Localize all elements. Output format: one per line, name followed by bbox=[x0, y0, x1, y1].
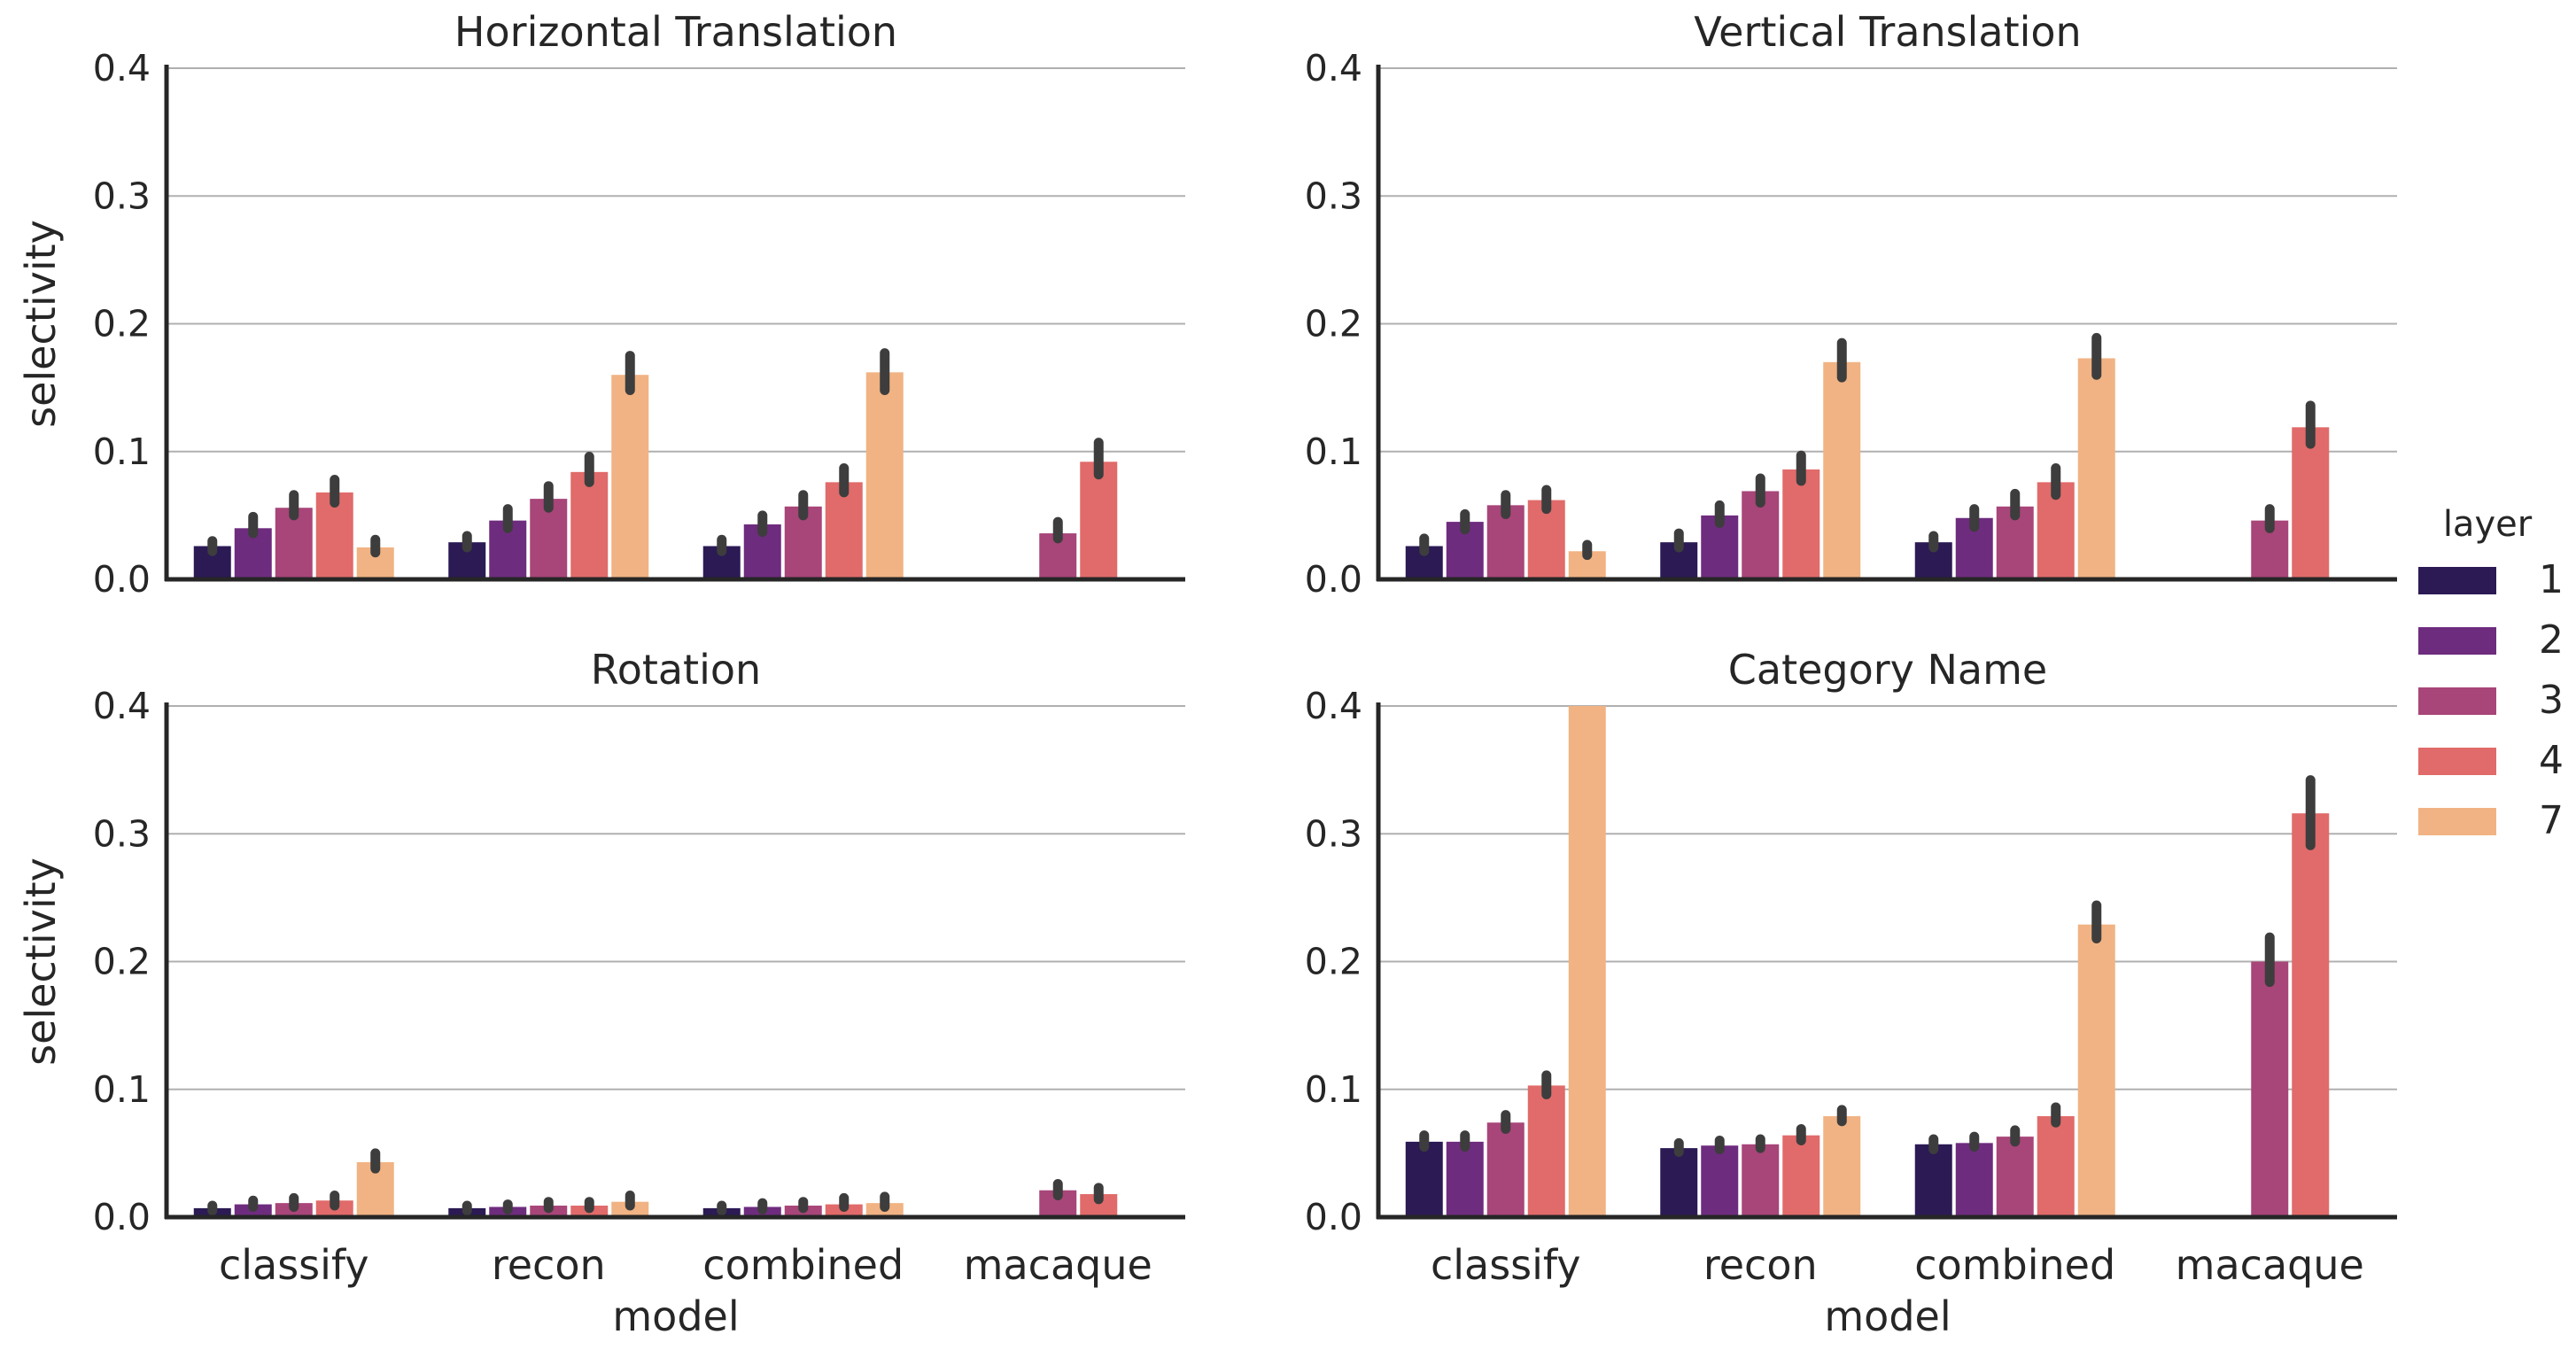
y-axis-label: selectivity bbox=[17, 857, 65, 1066]
panel-title: Category Name bbox=[1728, 646, 2047, 694]
y-tick-label: 0.3 bbox=[1305, 175, 1362, 217]
y-tick-label: 0.3 bbox=[93, 812, 151, 855]
panel-2: 0.0 0.1 0.2 0.3 0.4 Vertical Translation bbox=[1305, 8, 2397, 601]
y-tick-label: 0.4 bbox=[93, 685, 151, 727]
panel-4: 0.0 0.1 0.2 0.3 0.4 Category Name classify reco… bbox=[1305, 646, 2397, 1340]
y-tick-label: 0.4 bbox=[93, 47, 151, 89]
bar-layer-4-combined bbox=[825, 482, 863, 579]
panel-1: 0.0 0.1 0.2 0.3 0.4 Horizontal Translation sel… bbox=[17, 8, 1185, 601]
x-tick-label: classify bbox=[219, 1241, 369, 1289]
x-axis-label: model bbox=[612, 1292, 739, 1340]
bar-layer-4-recon bbox=[570, 471, 609, 579]
bar-layer-2-recon bbox=[1701, 1145, 1739, 1217]
legend-swatch-4 bbox=[2418, 748, 2496, 775]
legend-swatch-3 bbox=[2418, 687, 2496, 715]
panel-title: Vertical Translation bbox=[1694, 8, 2081, 56]
legend-label: 7 bbox=[2539, 798, 2564, 843]
bar-layer-1-recon bbox=[1660, 1148, 1698, 1217]
bar-layer-3-macaque bbox=[2251, 961, 2289, 1217]
bar-layer-4-classify bbox=[1527, 1085, 1565, 1217]
bar-layer-1-classify bbox=[1405, 1141, 1443, 1217]
y-tick-label: 0.4 bbox=[1305, 685, 1362, 727]
y-tick-label: 0.1 bbox=[1305, 431, 1362, 473]
bar-layer-4-recon bbox=[1782, 469, 1820, 579]
bar-layer-3-recon bbox=[1742, 1144, 1780, 1217]
bar-layer-4-macaque bbox=[2292, 813, 2330, 1217]
x-tick-label: combined bbox=[1914, 1241, 2115, 1289]
legend-label: 4 bbox=[2539, 738, 2564, 783]
legend-swatch-2 bbox=[2418, 627, 2496, 655]
y-tick-label: 0.2 bbox=[1305, 303, 1362, 345]
x-axis-label: model bbox=[1824, 1292, 1951, 1340]
y-tick-label: 0.2 bbox=[93, 303, 151, 345]
bar-layer-7-combined bbox=[2077, 924, 2115, 1217]
y-tick-label: 0.1 bbox=[93, 1068, 151, 1111]
x-tick-label: macaque bbox=[2176, 1241, 2364, 1289]
y-tick-label: 0.4 bbox=[1305, 47, 1362, 89]
y-tick-label: 0.3 bbox=[1305, 812, 1362, 855]
panel-3: 0.0 0.1 0.2 0.3 0.4 Rotation selectivity classi… bbox=[17, 646, 1185, 1340]
x-tick-label: classify bbox=[1431, 1241, 1581, 1289]
bar-layer-7-recon bbox=[1823, 1116, 1861, 1217]
bar-layer-3-classify bbox=[1486, 1122, 1525, 1217]
y-tick-label: 0.3 bbox=[93, 175, 151, 217]
y-tick-label: 0.2 bbox=[1305, 941, 1362, 983]
legend-label: 1 bbox=[2539, 557, 2564, 602]
bar-layer-2-classify bbox=[1446, 1141, 1484, 1217]
legend-title: layer bbox=[2443, 504, 2533, 545]
y-tick-label: 0.0 bbox=[93, 1196, 151, 1238]
bar-layer-4-recon bbox=[1782, 1135, 1820, 1217]
x-tick-label: recon bbox=[492, 1241, 606, 1289]
bar-layer-7-combined bbox=[865, 372, 904, 579]
y-tick-label: 0.0 bbox=[93, 558, 151, 601]
bar-layer-4-macaque bbox=[2292, 427, 2330, 579]
y-tick-label: 0.0 bbox=[1305, 1196, 1362, 1238]
legend-label: 3 bbox=[2539, 678, 2564, 723]
bar-layer-4-macaque bbox=[1080, 462, 1118, 579]
panel-title: Horizontal Translation bbox=[454, 8, 897, 56]
legend-label: 2 bbox=[2539, 617, 2564, 663]
y-tick-label: 0.1 bbox=[1305, 1068, 1362, 1111]
y-axis-label: selectivity bbox=[17, 220, 65, 428]
y-tick-label: 0.1 bbox=[93, 431, 151, 473]
x-tick-label: macaque bbox=[964, 1241, 1152, 1289]
bar-layer-1-combined bbox=[1914, 1144, 1952, 1217]
x-tick-label: combined bbox=[702, 1241, 904, 1289]
bar-layer-7-recon bbox=[611, 375, 649, 579]
y-tick-label: 0.0 bbox=[1305, 558, 1362, 601]
legend-swatch-1 bbox=[2418, 567, 2496, 594]
bar-layer-4-combined bbox=[2037, 1116, 2075, 1217]
legend-swatch-7 bbox=[2418, 808, 2496, 835]
y-tick-label: 0.2 bbox=[93, 941, 151, 983]
bar-layer-7-classify bbox=[1568, 706, 1606, 1217]
bar-layer-7-combined bbox=[2077, 358, 2115, 579]
panel-title: Rotation bbox=[591, 646, 761, 694]
bar-layer-2-combined bbox=[1955, 1143, 1993, 1217]
bar-layer-7-recon bbox=[1823, 361, 1861, 579]
x-tick-label: recon bbox=[1703, 1241, 1818, 1289]
bar-layer-3-combined bbox=[1996, 1137, 2034, 1217]
legend: layer 1 2 3 4 7 bbox=[2418, 504, 2564, 843]
